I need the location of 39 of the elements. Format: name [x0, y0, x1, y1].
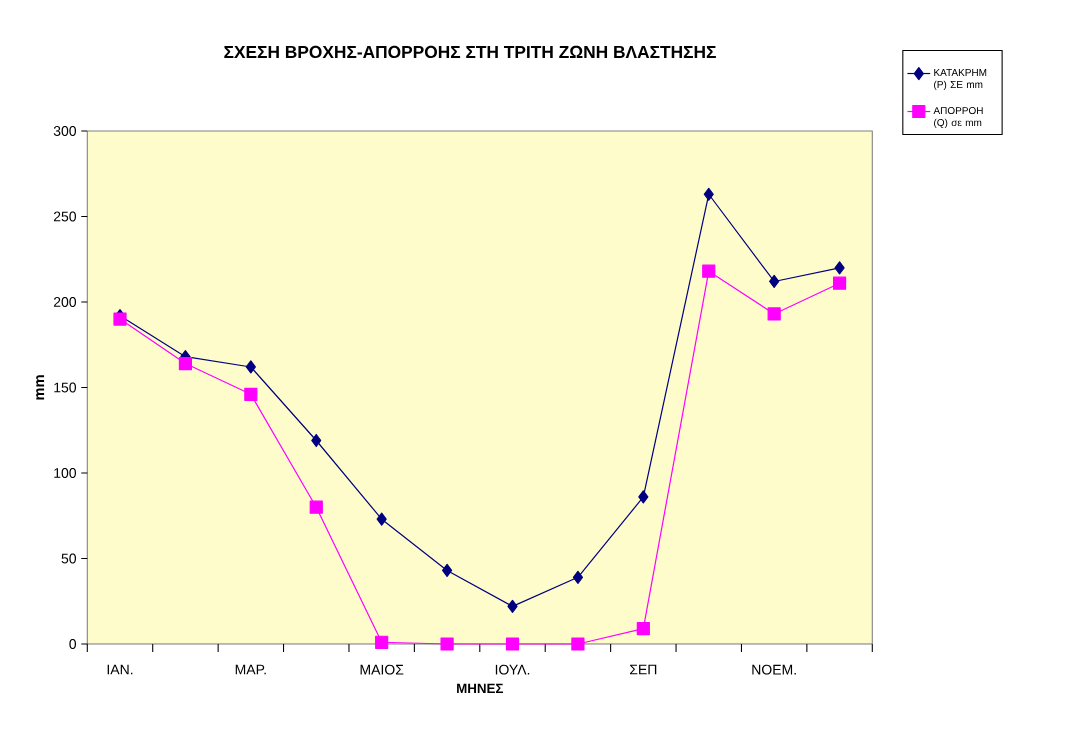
point [571, 637, 585, 651]
x-axis-title: ΜΗΝΕΣ [457, 683, 504, 693]
y-tick-label: 250 [53, 211, 77, 222]
point [834, 261, 845, 275]
point [376, 512, 387, 526]
x-tick-label: ΙΟΥΛ. [495, 664, 530, 675]
point [244, 387, 258, 401]
point [572, 570, 584, 584]
point [245, 360, 256, 374]
point [507, 599, 518, 613]
point [309, 500, 323, 514]
point [767, 307, 781, 321]
x-tick-label: ΙΑΝ. [107, 664, 133, 675]
point [505, 637, 520, 651]
point [832, 276, 847, 290]
point [769, 274, 780, 289]
y-tick-label: 200 [53, 297, 77, 307]
x-tick-label: ΜΑΙΟΣ [360, 664, 404, 675]
y-tick-label: 300 [53, 126, 77, 136]
legend-label: ΑΠΟΡΡΟΗ (Q) σε mm [933, 107, 983, 129]
point [375, 635, 389, 649]
y-axis-title: mm [36, 375, 45, 400]
point [702, 264, 716, 278]
y-tick-label: 50 [61, 553, 77, 564]
point [311, 433, 322, 448]
point [441, 563, 453, 578]
point [178, 356, 193, 371]
y-tick-label: 0 [69, 639, 77, 649]
point [638, 490, 649, 504]
point [636, 622, 650, 636]
y-tick-label: 150 [54, 382, 77, 393]
x-tick-label: ΜΑΡ. [235, 664, 266, 675]
chart-title: ΣΧΕΣΗ ΒΡΟΧΗΣ-ΑΠΟΡΡΟΗΣ ΣΤΗ ΤΡΙΤΗ ΖΩΝΗ ΒΛΑΣΤΗΣΗΣ [224, 45, 716, 59]
point [440, 637, 454, 651]
legend-label: ΚΑΤΑΚΡΗΜ (P) ΣΕ mm [934, 69, 987, 91]
y-tick-label: 100 [54, 468, 77, 478]
x-tick-label: ΝΟΕΜ. [752, 664, 796, 675]
point [703, 187, 714, 201]
x-tick-label: ΣΕΠ [630, 664, 657, 675]
